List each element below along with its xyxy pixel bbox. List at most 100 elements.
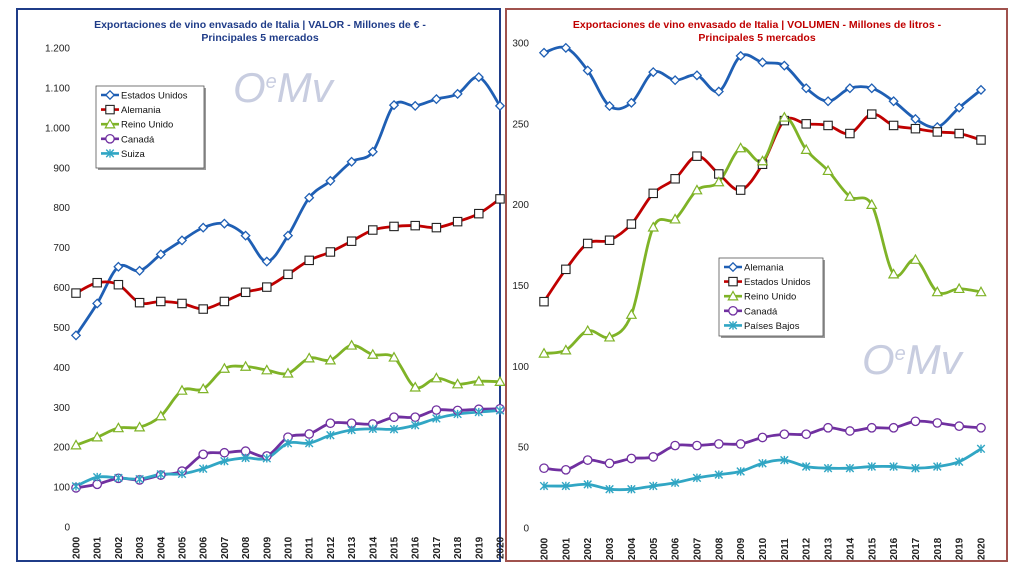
volumen-point-paises-bajos-2010 [758,459,767,468]
volumen-point-alemania-2002 [582,65,593,76]
valor-xtick-2000: 2000 [72,536,83,559]
valor-point-reino-unido-2011 [303,352,315,363]
volumen-point-reino-unido-2011 [778,111,791,122]
volumen-point-estados-unidos-2007 [692,151,702,161]
valor-point-reino-unido-2010 [282,367,294,378]
valor-point-suiza-2019 [474,407,484,417]
volumen-point-estados-unidos-2020 [976,135,986,145]
valor-point-alemania-2000 [71,288,81,298]
valor-xtick-2002: 2002 [114,536,125,559]
volumen-point-reino-unido-2001 [560,344,572,355]
valor-subtitle: Principales 5 mercados [201,32,318,44]
chart-valor: Exportaciones de vino envasado de Italia… [45,19,507,559]
valor-xtick-2001: 2001 [93,536,104,559]
volumen-point-alemania-2008 [713,86,724,97]
valor-point-alemania-2011 [304,255,314,266]
volumen-xtick-2009: 2009 [736,537,747,560]
valor-legend-marker-alemania [105,104,115,115]
volumen-xtick-2005: 2005 [649,537,660,560]
valor-point-estados-unidos-2014 [367,146,378,157]
volumen-point-paises-bajos-2003 [605,484,614,494]
valor-point-estados-unidos-2011 [304,192,315,203]
volumen-point-paises-bajos-2016 [889,462,898,471]
volumen-point-canada-2008 [713,439,724,449]
volumen-legend-label-paises-bajos: Países Bajos [744,321,800,332]
volumen-point-canada-2017 [910,416,921,427]
volumen-legend-label-canada: Canadá [744,306,778,317]
valor-series-points-suiza [71,406,505,491]
valor-xtick-2018: 2018 [453,536,464,559]
valor-point-alemania-2009 [262,282,272,292]
valor-point-estados-unidos-2018 [452,88,463,100]
valor-series-line-alemania [75,197,501,311]
volumen-xtick-2001: 2001 [561,537,572,560]
volumen-xtick-2006: 2006 [671,537,682,560]
volumen-legend-label-estados-unidos: Estados Unidos [744,277,811,288]
volumen-point-reino-unido-2019 [953,282,965,294]
volumen-point-reino-unido-2004 [625,308,638,319]
volumen-legend-marker-paises-bajos [728,321,738,330]
volumen-point-canada-2003 [604,458,615,469]
valor-point-reino-unido-2001 [91,431,103,442]
volumen-point-reino-unido-2016 [887,268,900,279]
valor-legend-marker-estados-unidos [104,89,116,101]
volumen-point-paises-bajos-2001 [561,481,571,491]
valor-point-reino-unido-2019 [473,375,485,386]
valor-point-alemania-2012 [325,247,336,257]
volumen-point-alemania-2009 [735,50,746,62]
volumen-point-alemania-2005 [648,66,659,78]
valor-ytick-200: 200 [53,443,70,454]
volumen-point-paises-bajos-2013 [823,463,833,473]
volumen-point-reino-unido-2010 [756,155,769,166]
volumen-ytick-50: 50 [518,443,530,454]
valor-point-alemania-2004 [156,296,166,307]
volumen-legend-label-alemania: Alemania [744,263,784,274]
valor-point-reino-unido-2016 [409,381,421,392]
valor-ytick-0: 0 [64,523,70,534]
volumen-point-canada-2014 [845,426,855,436]
valor-point-suiza-2002 [114,473,123,483]
volumen-xtick-2004: 2004 [627,537,638,560]
volumen-xtick-2012: 2012 [802,537,813,560]
volumen-point-paises-bajos-2006 [670,478,680,488]
volumen-xtick-2008: 2008 [714,537,725,560]
volumen-point-estados-unidos-2000 [539,296,549,307]
volumen-series-points-reino-unido [538,111,987,358]
valor-xtick-2014: 2014 [368,536,379,559]
volumen-point-estados-unidos-2009 [735,185,746,195]
valor-point-estados-unidos-2008 [240,230,251,241]
valor-ytick-300: 300 [53,403,70,414]
valor-point-estados-unidos-2006 [198,222,209,233]
volumen-point-reino-unido-2009 [734,142,747,153]
chart-volumen: Exportaciones de vino envasado de Italia… [512,19,987,560]
volumen-point-paises-bajos-2002 [583,480,592,489]
valor-xtick-2004: 2004 [156,536,167,559]
valor-point-estados-unidos-2003 [134,265,145,276]
valor-point-reino-unido-2013 [345,339,358,350]
volumen-point-estados-unidos-2012 [801,119,811,129]
volumen-point-canada-2004 [626,453,637,464]
valor-point-canada-2012 [325,418,336,429]
volumen-point-reino-unido-2000 [538,347,550,358]
volumen-point-alemania-2006 [669,75,681,86]
volumen-point-reino-unido-2017 [909,253,922,264]
volumen-point-paises-bajos-2014 [845,463,855,473]
valor-legend-marker-canada [105,133,115,144]
volumen-ytick-100: 100 [512,362,529,373]
valor-point-alemania-2001 [92,277,102,288]
panel-volumen: Exportaciones de vino envasado de Italia… [505,8,1008,562]
volumen-xtick-2011: 2011 [780,538,791,560]
volumen-xtick-2003: 2003 [605,537,616,560]
valor-point-estados-unidos-2015 [388,99,400,111]
volumen-point-reino-unido-2007 [691,184,703,195]
volumen-point-paises-bajos-2019 [954,457,964,466]
volumen-point-reino-unido-2005 [647,221,659,232]
volumen-point-alemania-2004 [626,97,637,108]
valor-xtick-2008: 2008 [241,536,252,559]
valor-point-canada-2016 [410,412,421,423]
valor-point-estados-unidos-2012 [325,175,336,187]
valor-title: Exportaciones de vino envasado de Italia… [94,19,426,31]
volumen-point-alemania-2015 [866,83,877,94]
valor-point-suiza-2014 [368,424,378,434]
valor-series-points-reino-unido [70,339,506,450]
